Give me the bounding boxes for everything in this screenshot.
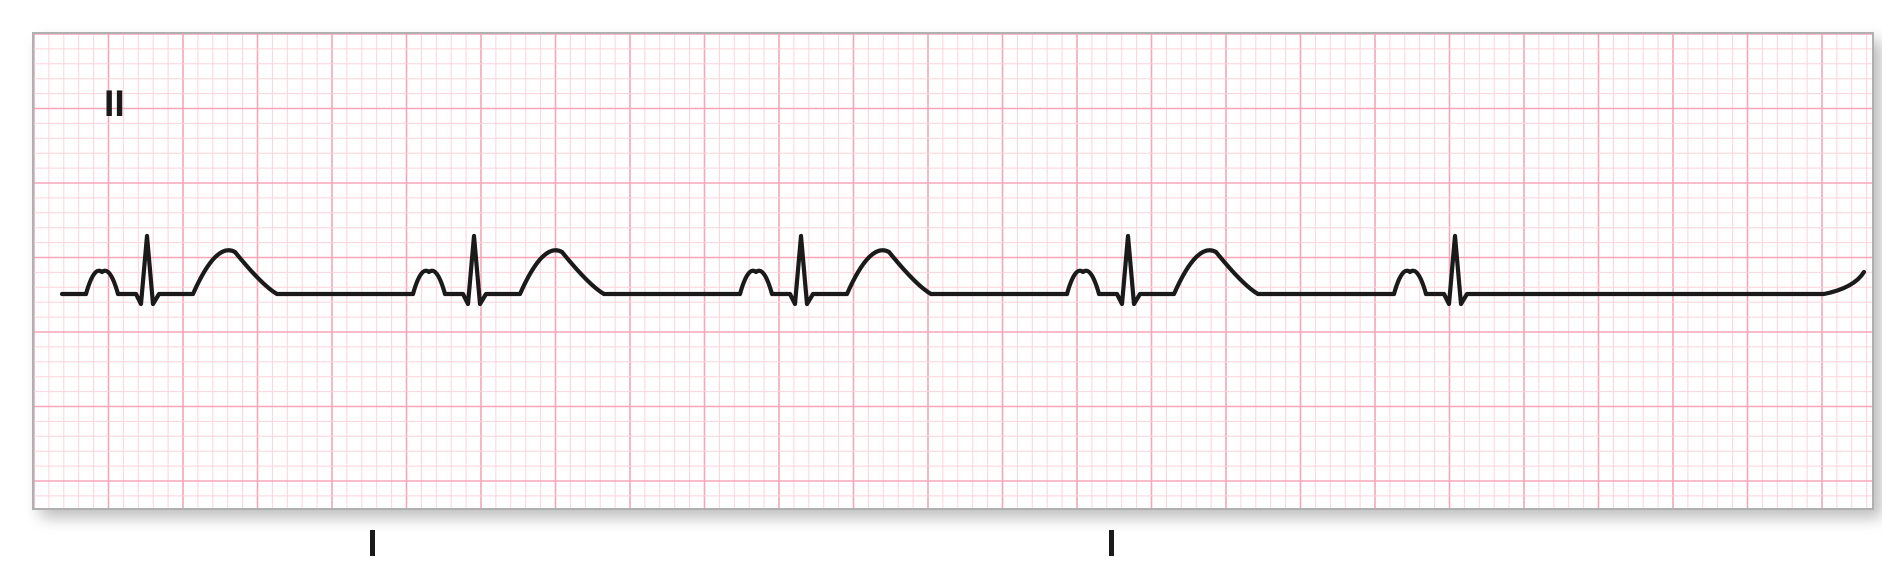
lead-label: II (104, 82, 125, 125)
ecg-strip: II (32, 32, 1874, 510)
footer-tick (1109, 530, 1114, 556)
footer-tick (370, 530, 375, 556)
grid (34, 34, 1872, 508)
ecg-container: II (12, 12, 1882, 556)
ecg-svg (34, 34, 1872, 508)
